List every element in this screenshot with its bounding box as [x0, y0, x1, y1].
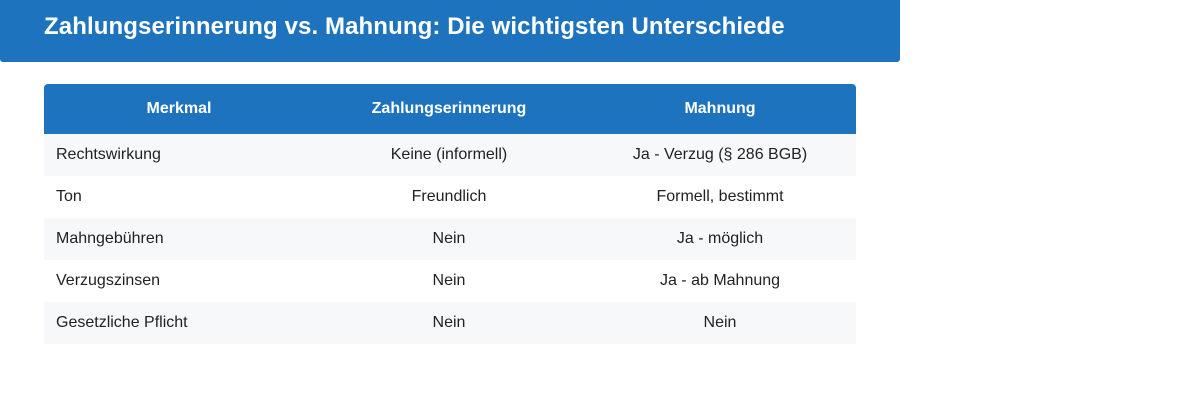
- cell-zahlungserinnerung: Nein: [432, 314, 466, 331]
- table-row: Rechtswirkung Keine (informell) Ja - Ver…: [44, 134, 856, 176]
- column-header-merkmal: Merkmal: [146, 100, 212, 117]
- row-label: Ton: [56, 188, 82, 205]
- comparison-table-container: Merkmal Zahlungserinnerung Mahnung Recht…: [44, 84, 856, 344]
- cell-zahlungserinnerung: Nein: [432, 230, 466, 247]
- cell-mahnung: Ja - Verzug (§ 286 BGB): [632, 146, 808, 163]
- column-header-zahlungserinnerung: Zahlungserinnerung: [371, 100, 527, 117]
- column-header-mahnung: Mahnung: [684, 100, 756, 117]
- cell-zahlungserinnerung: Nein: [432, 272, 466, 289]
- row-label: Mahngebühren: [56, 230, 164, 247]
- page-title: Zahlungserinnerung vs. Mahnung: Die wich…: [44, 13, 785, 40]
- cell-mahnung: Ja - möglich: [676, 230, 764, 247]
- comparison-table: Merkmal Zahlungserinnerung Mahnung Recht…: [44, 84, 856, 344]
- table-row: Gesetzliche Pflicht Nein Nein: [44, 302, 856, 344]
- cell-mahnung: Nein: [703, 314, 737, 331]
- table-row: Verzugszinsen Nein Ja - ab Mahnung: [44, 260, 856, 302]
- table-row: Mahngebühren Nein Ja - möglich: [44, 218, 856, 260]
- cell-mahnung: Formell, bestimmt: [656, 188, 784, 205]
- row-label: Rechtswirkung: [56, 146, 161, 163]
- table-row: Ton Freundlich Formell, bestimmt: [44, 176, 856, 218]
- table-header-row: Merkmal Zahlungserinnerung Mahnung: [44, 84, 856, 134]
- cell-zahlungserinnerung: Freundlich: [411, 188, 487, 205]
- cell-zahlungserinnerung: Keine (informell): [390, 146, 508, 163]
- page-header: Zahlungserinnerung vs. Mahnung: Die wich…: [0, 0, 900, 62]
- row-label: Verzugszinsen: [56, 272, 161, 289]
- row-label: Gesetzliche Pflicht: [56, 314, 188, 331]
- cell-mahnung: Ja - ab Mahnung: [659, 272, 781, 289]
